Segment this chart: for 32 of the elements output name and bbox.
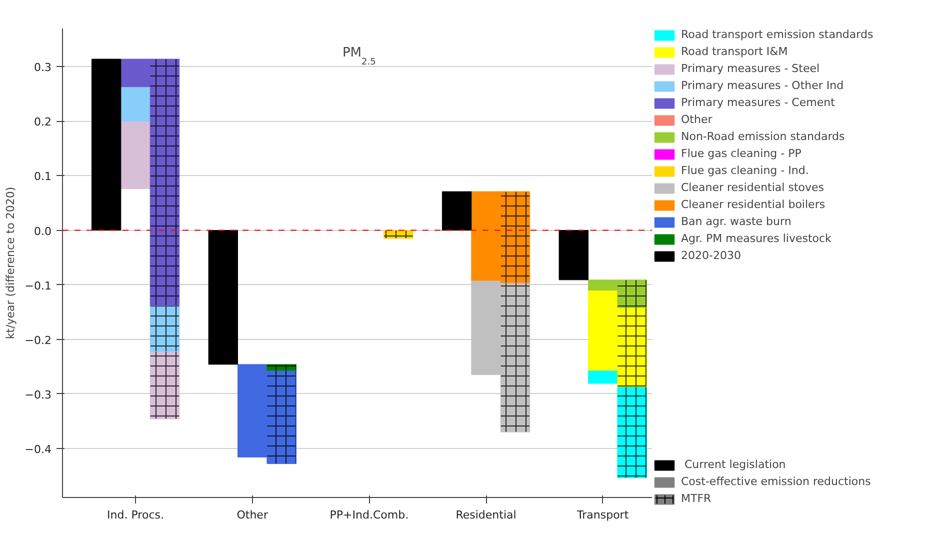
y-tick-label: −0.1 <box>24 279 52 292</box>
legend-label: Flue gas cleaning - PP <box>681 147 802 160</box>
legend-label: Current legislation <box>683 458 786 471</box>
x-tick-label: Residential <box>456 508 516 522</box>
legend-label: 2020-2030 <box>681 249 741 262</box>
legend-label: Primary measures - Steel <box>681 62 820 75</box>
legend-label: MTFR <box>681 492 712 505</box>
legend-label: Cost-effective emission reductions <box>681 475 871 488</box>
y-tick-label: 0.2 <box>34 116 52 129</box>
y-tick-label: 0.1 <box>34 170 52 184</box>
legend-label: Non-Road emission standards <box>681 130 845 143</box>
x-tick-label: Ind. Procs. <box>107 508 164 522</box>
legend-label: Agr. PM measures livestock <box>681 232 832 245</box>
legend-label: Ban agr. waste burn <box>681 215 792 228</box>
x-tick-label: Transport <box>576 508 630 522</box>
legend-label: Road transport I&M <box>681 45 788 58</box>
y-tick-label: −0.3 <box>24 388 52 402</box>
legend-label: Other <box>681 113 712 126</box>
x-tick-label: PP+Ind.Comb. <box>330 508 409 522</box>
legend-label: Cleaner residential boilers <box>681 198 826 211</box>
text: PM2.5 <box>342 46 376 68</box>
y-tick-label: 0.0 <box>34 224 52 238</box>
legend-label: Flue gas cleaning - Ind. <box>681 164 809 177</box>
y-tick-label: −0.2 <box>24 334 52 347</box>
y-axis-title: kt/year (difference to 2020) <box>4 186 17 340</box>
y-tick-label: −0.4 <box>24 442 52 456</box>
legend-label: Road transport emission standards <box>681 28 874 41</box>
x-tick-label: Other <box>236 508 268 522</box>
legend-label: Primary measures - Other Ind <box>681 79 844 92</box>
legend-label: Primary measures - Cement <box>681 96 835 109</box>
legend-label: Cleaner residential stoves <box>681 181 824 194</box>
y-tick-label: 0.3 <box>34 61 52 74</box>
